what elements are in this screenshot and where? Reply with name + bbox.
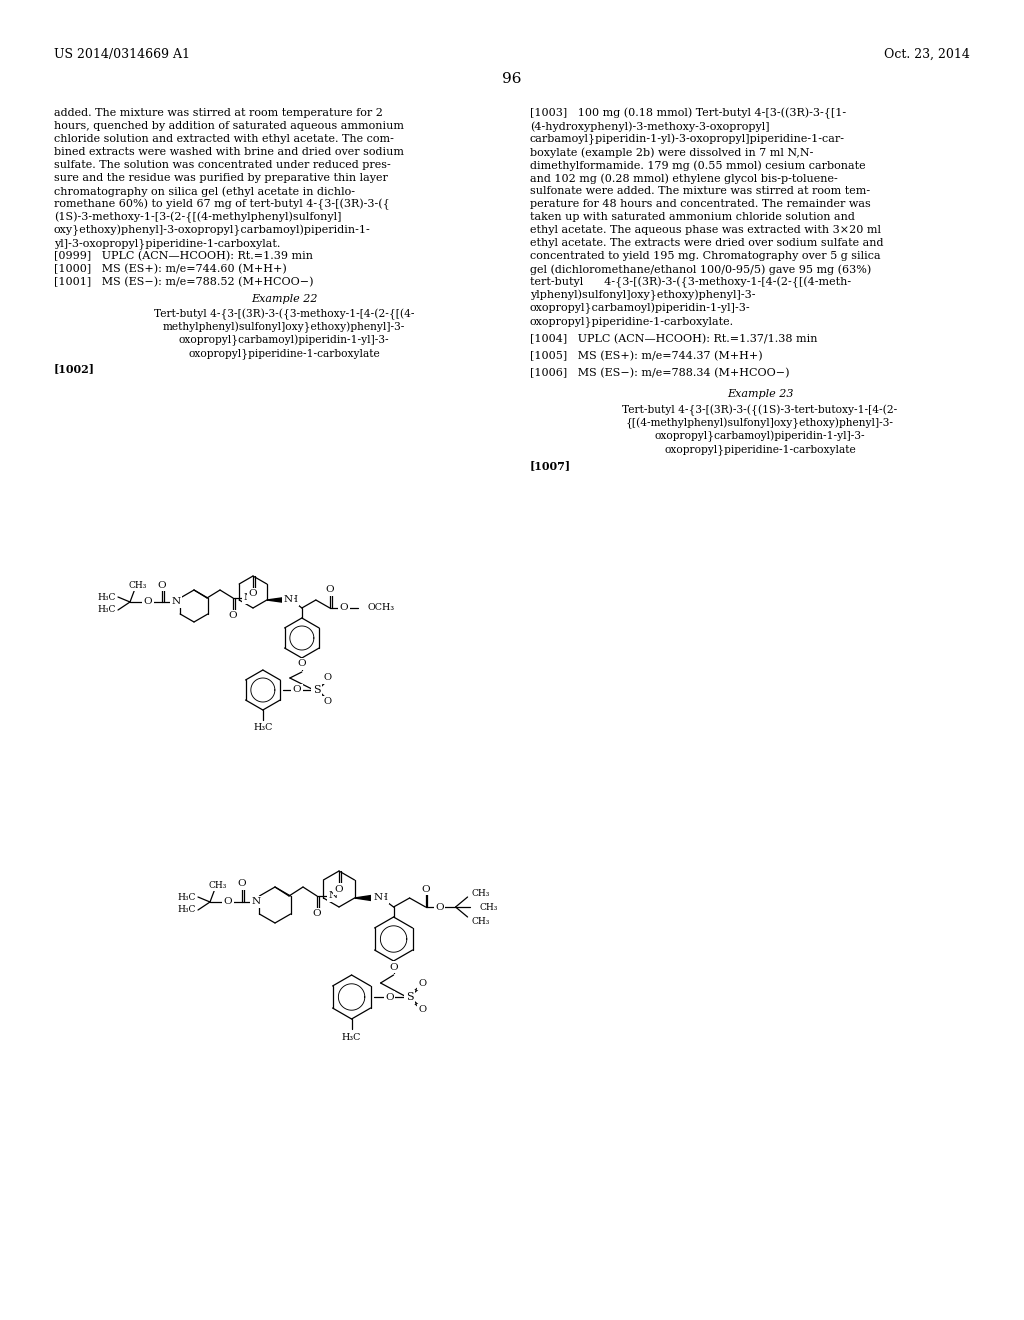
Text: CH₃: CH₃ — [129, 581, 147, 590]
Text: H: H — [290, 595, 298, 605]
Text: H₃C: H₃C — [97, 593, 116, 602]
Text: H₃C: H₃C — [177, 892, 196, 902]
Text: N: N — [244, 594, 253, 602]
Text: H: H — [380, 894, 387, 903]
Text: [0999]   UPLC (ACN—HCOOH): Rt.=1.39 min: [0999] UPLC (ACN—HCOOH): Rt.=1.39 min — [54, 251, 313, 261]
Text: O: O — [143, 598, 153, 606]
Text: O: O — [293, 685, 301, 694]
Text: O: O — [435, 903, 443, 912]
Text: H₃C: H₃C — [342, 1032, 361, 1041]
Text: chromatography on silica gel (ethyl acetate in dichlo-: chromatography on silica gel (ethyl acet… — [54, 186, 355, 197]
Text: carbamoyl}piperidin-1-yl)-3-oxopropyl]piperidine-1-car-: carbamoyl}piperidin-1-yl)-3-oxopropyl]pi… — [530, 135, 845, 145]
Text: CH₃: CH₃ — [479, 903, 498, 912]
Text: ethyl acetate. The extracts were dried over sodium sulfate and: ethyl acetate. The extracts were dried o… — [530, 238, 884, 248]
Text: oxopropyl}carbamoyl)piperidin-1-yl]-3-: oxopropyl}carbamoyl)piperidin-1-yl]-3- — [530, 304, 751, 314]
Text: O: O — [326, 586, 334, 594]
Text: ethyl acetate. The aqueous phase was extracted with 3×20 ml: ethyl acetate. The aqueous phase was ext… — [530, 224, 881, 235]
Text: oxy}ethoxy)phenyl]-3-oxopropyl}carbamoyl)piperidin-1-: oxy}ethoxy)phenyl]-3-oxopropyl}carbamoyl… — [54, 224, 371, 236]
Text: O: O — [238, 879, 247, 888]
Text: and 102 mg (0.28 mmol) ethylene glycol bis-p-toluene-: and 102 mg (0.28 mmol) ethylene glycol b… — [530, 173, 838, 183]
Text: oxopropyl}piperidine-1-carboxylate: oxopropyl}piperidine-1-carboxylate — [188, 348, 380, 359]
Text: concentrated to yield 195 mg. Chromatography over 5 g silica: concentrated to yield 195 mg. Chromatogr… — [530, 251, 881, 261]
Text: O: O — [228, 611, 238, 620]
Text: N: N — [373, 894, 382, 903]
Text: O: O — [223, 898, 232, 907]
Text: methylphenyl)sulfonyl]oxy}ethoxy)phenyl]-3-: methylphenyl)sulfonyl]oxy}ethoxy)phenyl]… — [163, 322, 406, 334]
Text: N: N — [329, 891, 338, 900]
Text: US 2014/0314669 A1: US 2014/0314669 A1 — [54, 48, 190, 61]
Text: (4-hydroxyphenyl)-3-methoxy-3-oxopropyl]: (4-hydroxyphenyl)-3-methoxy-3-oxopropyl] — [530, 121, 770, 132]
Text: [1004]   UPLC (ACN—HCOOH): Rt.=1.37/1.38 min: [1004] UPLC (ACN—HCOOH): Rt.=1.37/1.38 m… — [530, 334, 817, 345]
Text: O: O — [324, 697, 332, 706]
Polygon shape — [354, 895, 375, 902]
Text: O: O — [340, 603, 348, 612]
Polygon shape — [267, 598, 285, 602]
Text: O: O — [335, 884, 343, 894]
Text: O: O — [385, 993, 394, 1002]
Text: gel (dichloromethane/ethanol 100/0-95/5) gave 95 mg (63%): gel (dichloromethane/ethanol 100/0-95/5)… — [530, 264, 871, 275]
Text: Oct. 23, 2014: Oct. 23, 2014 — [884, 48, 970, 61]
Text: [1007]: [1007] — [530, 459, 571, 471]
Text: boxylate (example 2b) were dissolved in 7 ml N,N-: boxylate (example 2b) were dissolved in … — [530, 147, 813, 157]
Text: CH₃: CH₃ — [472, 916, 489, 925]
Text: CH₃: CH₃ — [472, 888, 489, 898]
Text: [1001]   MS (ES−): m/e=788.52 (M+HCOO−): [1001] MS (ES−): m/e=788.52 (M+HCOO−) — [54, 277, 313, 288]
Text: N: N — [171, 598, 180, 606]
Text: Example 23: Example 23 — [727, 389, 794, 399]
Text: O: O — [419, 979, 427, 989]
Text: [1002]: [1002] — [54, 363, 95, 374]
Text: S: S — [313, 685, 321, 696]
Text: yl]-3-oxopropyl}piperidine-1-carboxylat.: yl]-3-oxopropyl}piperidine-1-carboxylat. — [54, 238, 281, 248]
Text: N: N — [284, 595, 293, 605]
Text: CH₃: CH₃ — [209, 880, 227, 890]
Text: [1006]   MS (ES−): m/e=788.34 (M+HCOO−): [1006] MS (ES−): m/e=788.34 (M+HCOO−) — [530, 368, 790, 379]
Text: N: N — [252, 898, 260, 907]
Text: sure and the residue was purified by preparative thin layer: sure and the residue was purified by pre… — [54, 173, 388, 183]
Text: O: O — [312, 909, 322, 919]
Text: (1S)-3-methoxy-1-[3-(2-{[(4-methylphenyl)sulfonyl]: (1S)-3-methoxy-1-[3-(2-{[(4-methylphenyl… — [54, 213, 341, 223]
Text: perature for 48 hours and concentrated. The remainder was: perature for 48 hours and concentrated. … — [530, 199, 870, 209]
Text: dimethylformamide. 179 mg (0.55 mmol) cesium carbonate: dimethylformamide. 179 mg (0.55 mmol) ce… — [530, 160, 865, 170]
Text: OCH₃: OCH₃ — [368, 603, 395, 612]
Text: O: O — [298, 660, 306, 668]
Text: Tert-butyl 4-{3-[(3R)-3-({3-methoxy-1-[4-(2-{[(4-: Tert-butyl 4-{3-[(3R)-3-({3-methoxy-1-[4… — [154, 309, 415, 321]
Text: H₃C: H₃C — [253, 723, 272, 733]
Text: O: O — [324, 673, 332, 682]
Text: Tert-butyl 4-{3-[(3R)-3-({(1S)-3-tert-butoxy-1-[4-(2-: Tert-butyl 4-{3-[(3R)-3-({(1S)-3-tert-bu… — [623, 405, 898, 416]
Text: S: S — [406, 993, 414, 1002]
Text: sulfonate were added. The mixture was stirred at room tem-: sulfonate were added. The mixture was st… — [530, 186, 870, 195]
Text: added. The mixture was stirred at room temperature for 2: added. The mixture was stirred at room t… — [54, 108, 383, 117]
Text: O: O — [158, 581, 166, 590]
Text: oxopropyl}piperidine-1-carboxylate: oxopropyl}piperidine-1-carboxylate — [665, 444, 856, 455]
Text: oxopropyl}carbamoyl)piperidin-1-yl]-3-: oxopropyl}carbamoyl)piperidin-1-yl]-3- — [654, 432, 865, 442]
Text: romethane 60%) to yield 67 mg of tert-butyl 4-{3-[(3R)-3-({: romethane 60%) to yield 67 mg of tert-bu… — [54, 199, 390, 210]
Text: O: O — [249, 590, 257, 598]
Text: Example 22: Example 22 — [251, 294, 317, 304]
Text: tert-butyl      4-{3-[(3R)-3-({3-methoxy-1-[4-(2-{[(4-meth-: tert-butyl 4-{3-[(3R)-3-({3-methoxy-1-[4… — [530, 277, 851, 288]
Text: taken up with saturated ammonium chloride solution and: taken up with saturated ammonium chlorid… — [530, 213, 855, 222]
Text: chloride solution and extracted with ethyl acetate. The com-: chloride solution and extracted with eth… — [54, 135, 394, 144]
Text: [1003]   100 mg (0.18 mmol) Tert-butyl 4-[3-((3R)-3-{[1-: [1003] 100 mg (0.18 mmol) Tert-butyl 4-[… — [530, 108, 846, 119]
Text: oxopropyl}piperidine-1-carboxylate.: oxopropyl}piperidine-1-carboxylate. — [530, 315, 734, 327]
Text: [1005]   MS (ES+): m/e=744.37 (M+H+): [1005] MS (ES+): m/e=744.37 (M+H+) — [530, 351, 763, 362]
Text: O: O — [419, 1006, 427, 1015]
Text: {[(4-methylphenyl)sulfonyl]oxy}ethoxy)phenyl]-3-: {[(4-methylphenyl)sulfonyl]oxy}ethoxy)ph… — [626, 418, 894, 429]
Text: O: O — [421, 884, 430, 894]
Text: sulfate. The solution was concentrated under reduced pres-: sulfate. The solution was concentrated u… — [54, 160, 391, 170]
Text: oxopropyl}carbamoyl)piperidin-1-yl]-3-: oxopropyl}carbamoyl)piperidin-1-yl]-3- — [178, 335, 389, 346]
Text: ylphenyl)sulfonyl]oxy}ethoxy)phenyl]-3-: ylphenyl)sulfonyl]oxy}ethoxy)phenyl]-3- — [530, 290, 756, 301]
Text: 96: 96 — [502, 73, 522, 86]
Text: [1000]   MS (ES+): m/e=744.60 (M+H+): [1000] MS (ES+): m/e=744.60 (M+H+) — [54, 264, 287, 275]
Text: H₃C: H₃C — [177, 906, 196, 915]
Text: bined extracts were washed with brine and dried over sodium: bined extracts were washed with brine an… — [54, 147, 404, 157]
Text: hours, quenched by addition of saturated aqueous ammonium: hours, quenched by addition of saturated… — [54, 121, 404, 131]
Text: H₃C: H₃C — [97, 606, 116, 615]
Text: O: O — [389, 962, 398, 972]
